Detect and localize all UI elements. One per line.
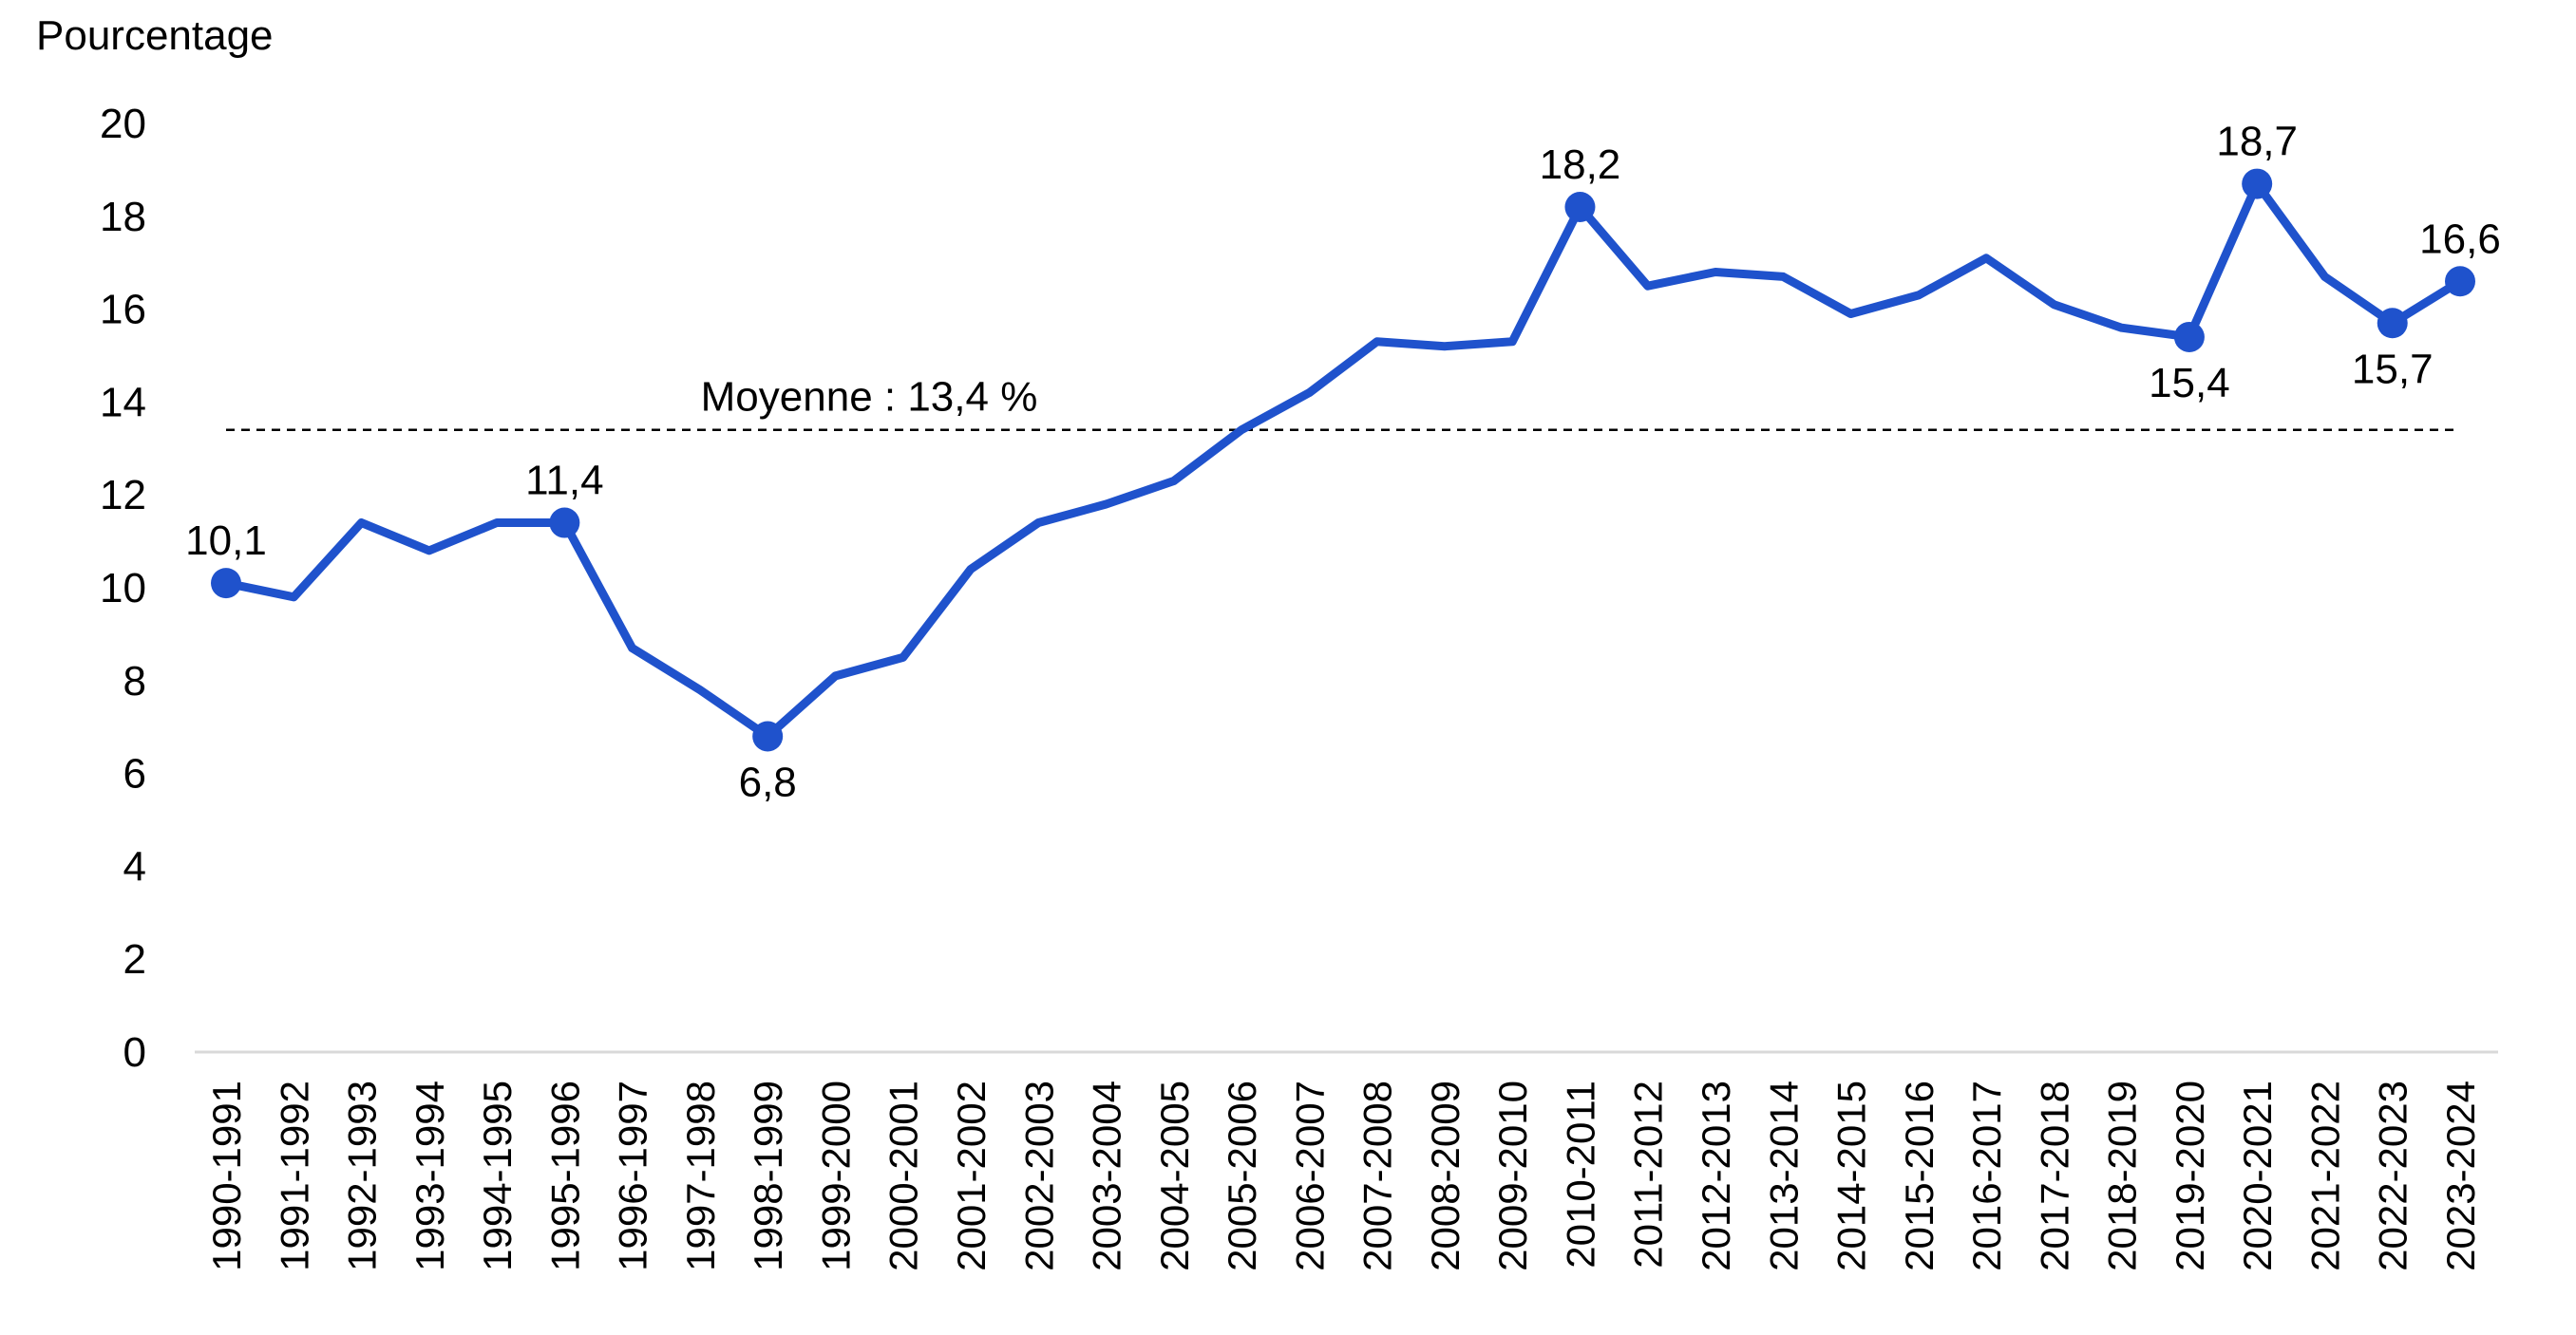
data-label: 18,2	[1540, 141, 1621, 188]
x-tick-label: 2000-2001	[881, 1081, 926, 1271]
x-tick-label: 2022-2023	[2371, 1081, 2415, 1271]
y-tick-label: 2	[123, 936, 146, 983]
x-tick-label: 2023-2024	[2438, 1081, 2483, 1271]
x-tick-label: 2018-2019	[2100, 1081, 2145, 1271]
x-axis-ticks: 1990-1991 1991-1992 1992-1993 1993-1994 1994…	[204, 1081, 2483, 1271]
x-tick-label: 2008-2009	[1423, 1081, 1468, 1271]
data-point-marker	[549, 507, 580, 538]
x-tick-label: 1993-1994	[407, 1081, 452, 1271]
x-tick-label: 2020-2021	[2235, 1081, 2280, 1271]
x-tick-label: 2013-2014	[1761, 1081, 1806, 1271]
data-label: 15,4	[2149, 360, 2230, 406]
y-tick-label: 18	[100, 194, 146, 240]
data-point-marker	[2242, 168, 2273, 199]
data-point-marker	[2173, 321, 2205, 352]
x-tick-label: 2015-2016	[1897, 1081, 1941, 1271]
y-axis-ticks: 0 2 4 6 8 10 12 14 16 18 20	[100, 101, 146, 1076]
data-point-marker	[752, 721, 784, 752]
data-label: 15,7	[2352, 346, 2434, 392]
x-tick-label: 1991-1992	[272, 1081, 316, 1271]
x-tick-label: 2009-2010	[1490, 1081, 1535, 1271]
x-tick-label: 1996-1997	[611, 1081, 655, 1271]
x-tick-label: 1992-1993	[340, 1081, 385, 1271]
average-reference-label: Moyenne : 13,4 %	[701, 374, 1038, 421]
x-tick-label: 1995-1996	[542, 1081, 587, 1271]
x-tick-label: 2003-2004	[1085, 1081, 1129, 1271]
x-tick-label: 2001-2002	[949, 1081, 994, 1271]
y-tick-label: 10	[100, 565, 146, 611]
y-tick-label: 8	[123, 658, 146, 705]
y-tick-label: 4	[123, 843, 146, 890]
data-label: 18,7	[2216, 119, 2298, 165]
x-tick-label: 2010-2011	[1558, 1081, 1602, 1269]
x-tick-label: 2021-2022	[2302, 1081, 2347, 1271]
data-point-marker	[211, 568, 241, 599]
y-axis-title: Pourcentage	[36, 12, 274, 59]
x-tick-label: 2014-2015	[1829, 1081, 1874, 1271]
data-point-marker	[2445, 266, 2475, 297]
y-tick-label: 14	[100, 379, 146, 425]
x-tick-label: 1990-1991	[204, 1081, 249, 1271]
y-tick-label: 0	[123, 1029, 146, 1076]
x-tick-label: 2017-2018	[2032, 1081, 2076, 1271]
marker-group: 10,1 11,4 6,8 18,2 15,4 18,7 15,7 16,6	[185, 119, 2501, 806]
data-label: 11,4	[525, 458, 603, 504]
series-line	[221, 179, 2465, 741]
x-tick-label: 1999-2000	[813, 1081, 858, 1271]
y-tick-label: 12	[100, 472, 146, 518]
x-tick-label: 2005-2006	[1220, 1081, 1264, 1271]
x-tick-label: 1997-1998	[678, 1081, 723, 1271]
data-label: 10,1	[185, 517, 267, 564]
x-tick-label: 2016-2017	[1964, 1081, 2009, 1271]
data-label: 16,6	[2419, 216, 2501, 262]
x-tick-label: 2011-2012	[1626, 1081, 1671, 1269]
series-group	[221, 179, 2465, 741]
x-tick-label: 2019-2020	[2168, 1081, 2212, 1271]
x-tick-label: 2012-2013	[1694, 1081, 1738, 1271]
data-point-marker	[1564, 192, 1596, 223]
y-tick-label: 16	[100, 287, 146, 333]
x-tick-label: 2006-2007	[1287, 1081, 1332, 1271]
data-label: 6,8	[739, 759, 797, 805]
x-tick-label: 2004-2005	[1152, 1081, 1197, 1271]
x-tick-label: 1998-1999	[746, 1081, 790, 1271]
data-point-marker	[2377, 308, 2408, 339]
y-tick-label: 6	[123, 751, 146, 798]
x-tick-label: 2002-2003	[1016, 1081, 1061, 1271]
x-tick-label: 2007-2008	[1355, 1081, 1400, 1271]
y-tick-label: 20	[100, 101, 146, 147]
x-tick-label: 1994-1995	[475, 1081, 520, 1271]
